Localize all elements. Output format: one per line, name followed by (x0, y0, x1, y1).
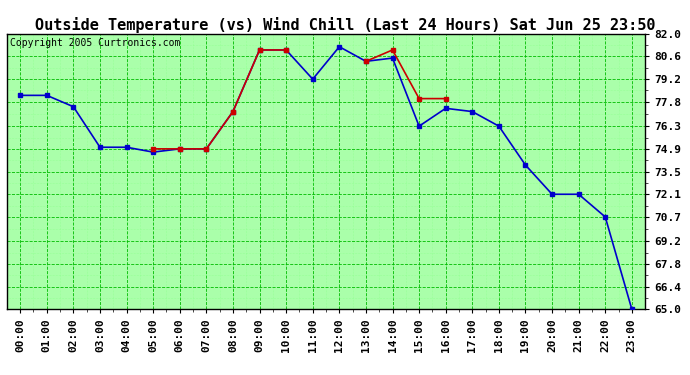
Text: Copyright 2005 Curtronics.com: Copyright 2005 Curtronics.com (10, 38, 181, 48)
Text: Outside Temperature (vs) Wind Chill (Last 24 Hours) Sat Jun 25 23:50: Outside Temperature (vs) Wind Chill (Las… (34, 17, 655, 33)
